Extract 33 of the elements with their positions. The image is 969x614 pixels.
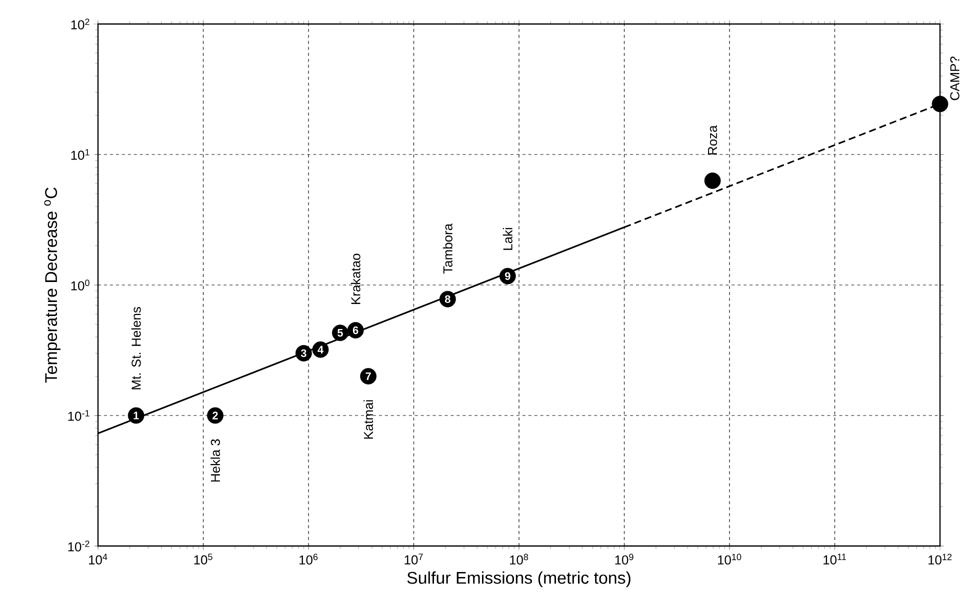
annotation: 3: [300, 349, 306, 358]
annotation: Krakatao: [350, 254, 360, 304]
annotation: 4: [318, 346, 324, 354]
x-tick-label: 10$^{11}$: [824, 554, 846, 564]
annotation: 7: [366, 372, 371, 380]
x-tick-label: 10$^{10}$: [718, 554, 742, 565]
x-tick-label: 10$^{7}$: [404, 554, 423, 564]
y-tick-label: 10$^{-1}$: [68, 410, 90, 421]
y-tick-label: 10$^{1}$: [71, 149, 90, 160]
x-tick-label: 10$^{4}$: [89, 554, 108, 564]
annotation: Hekla 3: [210, 439, 220, 482]
x-tick-label: 10$^{8}$: [510, 554, 528, 565]
y-tick-label: 10$^{-2}$: [68, 540, 90, 552]
annotation: Mt. St. Helens: [131, 307, 141, 390]
y-tick-label: 10$^{0}$: [71, 280, 90, 290]
annotation: Laki: [502, 228, 512, 250]
annotation: 8: [444, 295, 450, 303]
annotation: 9: [504, 272, 510, 280]
x-tick-label: 10$^{9}$: [615, 554, 634, 565]
x-tick-label: 10$^{5}$: [194, 554, 212, 564]
annotation: 2: [212, 412, 218, 420]
annotation: Tambora: [442, 223, 452, 274]
x-tick-label: 10$^{6}$: [300, 554, 318, 565]
annotation: 6: [352, 326, 358, 334]
annotation: Katmai: [364, 400, 374, 439]
annotation: CAMP?: [950, 56, 960, 100]
annotation: Roza: [708, 125, 718, 154]
x-axis-title: Sulfur Emissions (metric tons): [407, 571, 630, 588]
annotation: 1: [134, 412, 139, 420]
y-tick-label: 10$^{2}$: [71, 18, 90, 30]
y-axis-title: Temperature Decrease $^{o}$C: [44, 187, 60, 383]
x-tick-label: 10$^{12}$: [928, 554, 952, 565]
annotation: 5: [337, 329, 343, 337]
